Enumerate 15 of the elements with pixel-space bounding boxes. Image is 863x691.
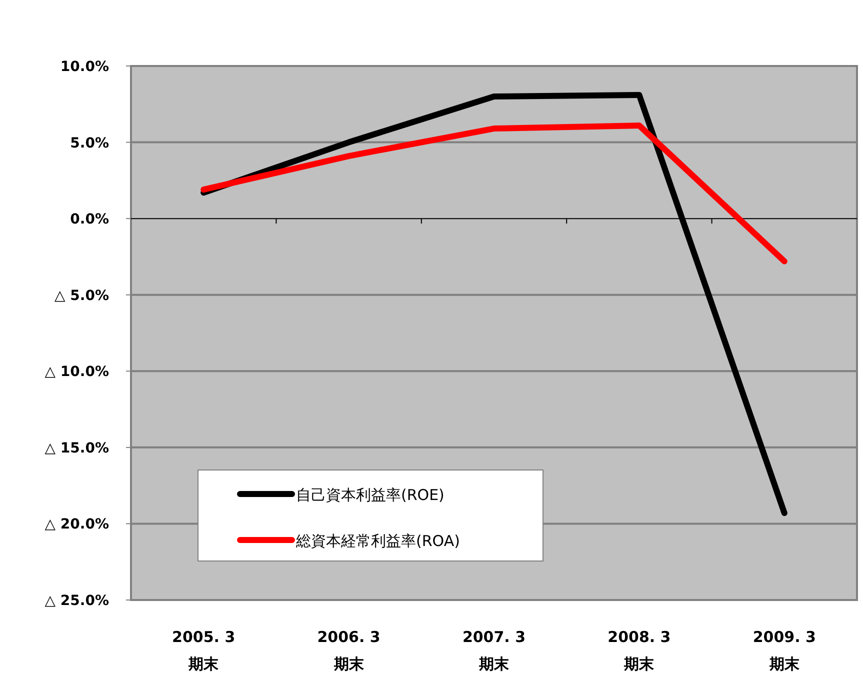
y-tick-label: △ 5.0% — [54, 288, 109, 304]
x-tick-label: 2005. 3 期末 — [172, 628, 236, 673]
y-tick-label: 0.0% — [70, 212, 109, 228]
x-tick-label: 2008. 3 期末 — [608, 628, 671, 673]
x-tick-label: 2009. 3 期末 — [752, 628, 816, 673]
y-tick-label: △ 20.0% — [44, 516, 109, 533]
x-tick-label: 2006. 3 期末 — [317, 628, 380, 673]
legend-label: 自己資本利益率(ROE) — [296, 486, 444, 504]
y-tick-label: △ 10.0% — [44, 364, 109, 380]
y-tick-label: △ 15.0% — [44, 440, 109, 456]
legend-label: 総資本経常利益率(ROA) — [295, 532, 460, 550]
y-tick-label: 10.0% — [60, 59, 109, 75]
y-tick-label: 5.0% — [70, 135, 109, 152]
y-tick-label: △ 25.0% — [44, 593, 109, 609]
x-tick-label: 2007. 3 期末 — [462, 628, 526, 673]
